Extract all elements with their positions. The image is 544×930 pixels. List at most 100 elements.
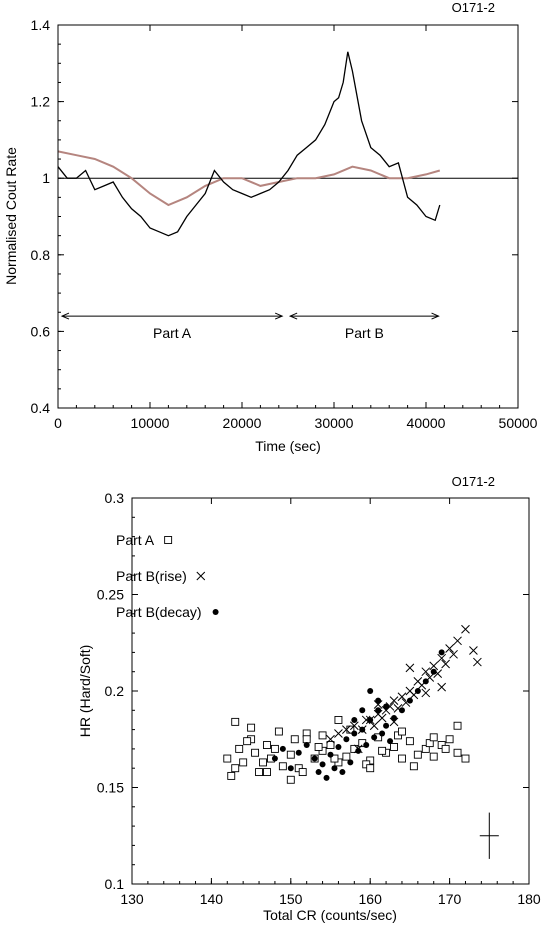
point-series-3 <box>351 716 358 723</box>
point-series-3 <box>331 765 338 772</box>
point-series-3 <box>383 722 390 729</box>
point-series-3 <box>339 769 346 776</box>
legend-label: Part B(rise) <box>116 568 187 584</box>
point-series-1 <box>342 752 351 761</box>
top-plot-frame <box>57 24 519 409</box>
point-series-1 <box>413 750 422 759</box>
annotation-label: Part B <box>345 325 384 341</box>
point-series-3 <box>375 697 382 704</box>
point-series-3 <box>414 688 421 694</box>
point-series-2 <box>441 659 450 669</box>
point-series-1 <box>445 735 454 744</box>
annotation-label: Part A <box>153 325 192 341</box>
x-tick-label: 150 <box>279 891 303 907</box>
top-panel-tag: O171-2 <box>452 0 495 15</box>
bottom-panel-tag: O171-2 <box>452 474 495 489</box>
point-series-1 <box>330 754 339 763</box>
annotation-arrowhead-right <box>274 312 284 320</box>
point-series-1 <box>366 764 375 773</box>
x-tick-label: 170 <box>438 891 462 907</box>
bottom-series-group <box>223 624 482 784</box>
point-series-1 <box>429 733 438 742</box>
x-tick-label: 30000 <box>315 415 354 431</box>
point-series-3 <box>335 743 342 750</box>
annotation-arrowhead-left <box>288 312 298 320</box>
point-series-3 <box>351 730 358 737</box>
point-series-1 <box>302 735 311 744</box>
point-series-3 <box>303 742 310 749</box>
point-series-3 <box>287 765 294 772</box>
top-y-axis-label: Normalised Cout Rate <box>3 147 19 285</box>
point-series-3 <box>343 736 350 743</box>
y-tick-label: 1 <box>42 170 50 186</box>
top-annotations-group: Part A Part B <box>60 312 440 341</box>
light-curve-series_2 <box>57 150 441 207</box>
point-series-1 <box>461 754 470 763</box>
top-x-axis-label: Time (sec) <box>255 438 321 454</box>
annotation-arrowhead-right <box>431 312 440 320</box>
legend-label: Part A <box>116 532 155 548</box>
point-series-3 <box>327 751 334 758</box>
point-series-3 <box>422 678 429 685</box>
point-series-1 <box>255 768 263 777</box>
point-series-1 <box>429 752 438 761</box>
point-series-3 <box>359 726 366 733</box>
y-tick-label: 1.2 <box>31 94 51 110</box>
y-tick-label: 0.15 <box>97 780 124 796</box>
point-series-3 <box>363 742 370 749</box>
x-tick-label: 20000 <box>223 415 262 431</box>
point-series-3 <box>271 755 278 762</box>
x-tick-label: 160 <box>359 891 383 907</box>
annotation-arrowhead-left <box>60 312 70 320</box>
point-series-1 <box>274 727 283 736</box>
point-series-3 <box>347 759 354 766</box>
point-series-2 <box>461 624 470 634</box>
point-series-2 <box>377 713 387 723</box>
point-series-1 <box>425 739 434 748</box>
point-series-1 <box>334 716 343 724</box>
y-tick-label: 0.2 <box>105 683 125 699</box>
point-series-1 <box>259 758 267 767</box>
point-series-2 <box>405 663 415 673</box>
x-tick-label: 180 <box>517 891 541 907</box>
point-series-1 <box>263 768 271 777</box>
x-tick-label: 0 <box>54 415 62 431</box>
point-series-1 <box>378 746 387 755</box>
point-series-3 <box>311 755 318 762</box>
point-series-1 <box>231 717 240 726</box>
point-series-2 <box>342 725 351 734</box>
legend-label: Part B(decay) <box>116 604 202 620</box>
point-series-3 <box>279 745 286 752</box>
point-series-1 <box>270 744 279 753</box>
point-series-1 <box>290 735 299 744</box>
top-panel: O171-2 Part A Part B 0 10000 20000 30000 4000… <box>3 0 538 454</box>
point-series-3 <box>375 707 382 714</box>
y-tick-label: 0.25 <box>97 587 124 603</box>
point-series-1 <box>390 743 398 751</box>
point-series-1 <box>286 775 295 784</box>
point-series-1 <box>453 748 462 757</box>
point-series-2 <box>469 646 478 655</box>
bottom-y-axis-label: HR (Hard/Soft) <box>77 645 93 738</box>
point-series-2 <box>334 729 343 738</box>
point-series-3 <box>379 730 386 737</box>
legend-marker <box>164 536 173 544</box>
point-series-2 <box>389 696 399 706</box>
y-tick-label: 0.6 <box>31 323 51 339</box>
top-axis-ticks: 0 10000 20000 30000 40000 50000 0.4 0.6 0.8 1 1.2 1… <box>31 17 538 431</box>
y-tick-label: 0.8 <box>31 247 51 263</box>
top-series-group <box>57 51 441 237</box>
point-series-3 <box>319 761 326 768</box>
point-series-2 <box>437 682 447 692</box>
x-tick-label: 40000 <box>407 415 446 431</box>
point-series-1 <box>263 741 271 749</box>
point-series-3 <box>315 769 322 776</box>
legend-marker <box>212 609 219 615</box>
point-series-2 <box>397 692 407 702</box>
point-series-2 <box>326 734 335 744</box>
bottom-legend: Part A Part B(rise) Part B(decay) <box>116 532 219 620</box>
point-series-3 <box>430 668 437 675</box>
point-series-2 <box>421 667 431 677</box>
point-series-2 <box>449 649 458 659</box>
point-series-1 <box>441 744 450 753</box>
